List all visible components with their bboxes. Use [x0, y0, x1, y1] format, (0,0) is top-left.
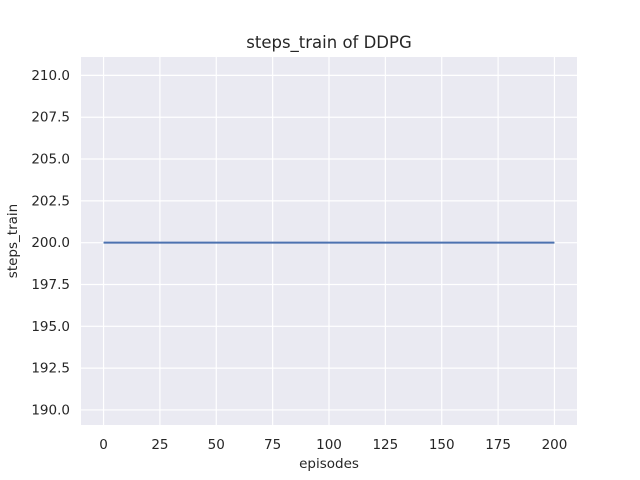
y-tick-label: 210.0	[31, 68, 70, 84]
y-tick-label: 205.0	[31, 152, 70, 168]
x-tick-label: 100	[316, 437, 342, 453]
y-tick-label: 202.5	[31, 193, 70, 209]
y-tick-label: 190.0	[31, 402, 70, 418]
x-tick-labels: 0 25 50 75 100 125 150 175 200	[99, 437, 567, 453]
x-axis-label: episodes	[299, 456, 359, 472]
x-tick-label: 75	[264, 437, 281, 453]
y-tick-label: 200.0	[31, 235, 70, 251]
y-axis-label: steps_train	[5, 204, 21, 278]
x-tick-label: 0	[99, 437, 108, 453]
x-tick-label: 25	[151, 437, 168, 453]
x-tick-label: 125	[372, 437, 398, 453]
x-tick-label: 50	[208, 437, 225, 453]
y-tick-label: 195.0	[31, 319, 70, 335]
x-tick-label: 175	[485, 437, 511, 453]
x-tick-label: 150	[429, 437, 455, 453]
chart-title: steps_train of DDPG	[246, 33, 411, 53]
x-tick-label: 200	[542, 437, 568, 453]
y-tick-label: 207.5	[31, 110, 70, 126]
y-tick-label: 192.5	[31, 361, 70, 377]
y-tick-labels: 190.0 192.5 195.0 197.5 200.0 202.5 205.0 207.5…	[31, 68, 70, 419]
y-tick-label: 197.5	[31, 277, 70, 293]
